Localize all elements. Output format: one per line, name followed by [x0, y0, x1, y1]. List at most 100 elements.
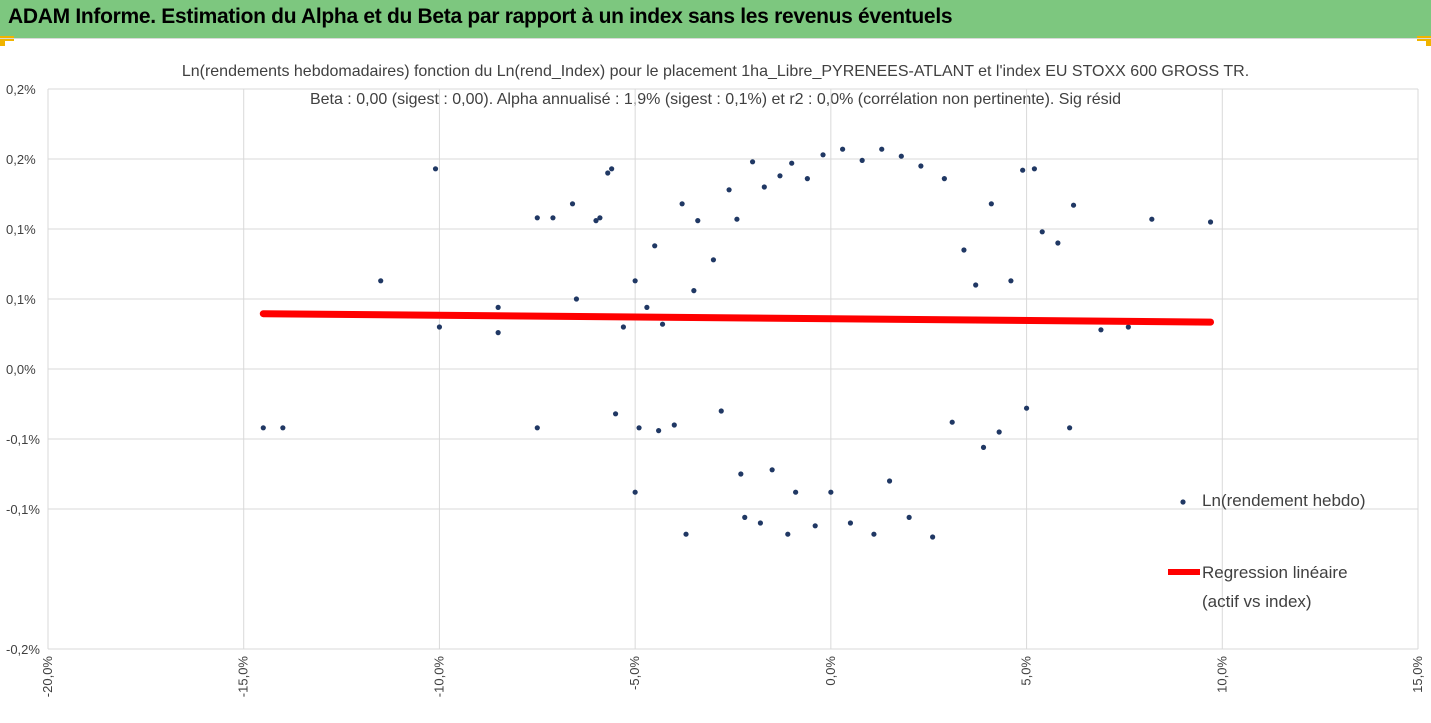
y-tick-label: -0,2%	[6, 642, 40, 657]
scatter-point	[949, 419, 955, 425]
scatter-point	[785, 531, 791, 537]
scatter-point	[726, 187, 732, 193]
x-tick-label: 5,0%	[1019, 656, 1034, 686]
legend-scatter-dot	[1180, 499, 1186, 505]
scatter-point	[495, 330, 501, 336]
scatter-point	[820, 152, 826, 158]
scatter-point	[718, 408, 724, 414]
scatter-point	[432, 166, 439, 172]
chart-title-line2: Beta : 0,00 (sigest : 0,00). Alpha annua…	[309, 91, 1122, 108]
scatter-point	[569, 201, 576, 207]
scatter-point	[871, 531, 877, 537]
scatter-point	[761, 184, 767, 190]
y-tick-label: 0,1%	[6, 292, 36, 307]
y-tick-label: 0,0%	[6, 362, 36, 377]
regression-line	[259, 310, 1215, 326]
scatter-point	[691, 288, 697, 294]
scatter-point	[847, 520, 854, 526]
scatter-point	[656, 428, 662, 434]
scatter-point	[734, 216, 740, 222]
x-tick-label: -15,0%	[236, 656, 251, 698]
scatter-point	[828, 489, 834, 495]
scatter-point	[710, 257, 717, 263]
scatter-point	[879, 146, 885, 152]
chart-title-line1: Ln(rendements hebdomadaires) fonction du…	[181, 63, 1250, 80]
scatter-point	[620, 324, 627, 330]
scatter-point	[973, 282, 979, 288]
scatter-point	[597, 215, 603, 221]
scatter-point	[593, 218, 599, 224]
scatter-point	[659, 321, 666, 327]
scatter-point	[769, 467, 775, 473]
scatter-point	[1125, 324, 1131, 330]
scatter-point	[1098, 327, 1104, 333]
y-tick-label: -0,1%	[6, 502, 40, 517]
scatter-point	[534, 425, 540, 431]
scatter-point	[260, 425, 266, 431]
scatter-point	[988, 201, 994, 207]
scatter-point	[280, 425, 286, 431]
scatter-point	[777, 173, 783, 179]
x-tick-label: 10,0%	[1214, 656, 1229, 693]
scatter-point	[1070, 202, 1077, 208]
scatter-chart: -0,2% -0,1% -0,1% 0,0% 0,1% 0,1% 0,2% 0,2% -20,0…	[6, 82, 1425, 698]
scatter-point	[886, 478, 893, 484]
scatter-point	[918, 163, 924, 169]
scatter-point	[1207, 219, 1214, 225]
scatter-point	[609, 166, 615, 172]
scatter-point	[793, 489, 799, 495]
chart-area: Ln(rendements hebdomadaires) fonction du…	[0, 38, 1431, 722]
legend-marker-regression	[1168, 569, 1200, 575]
scatter-point	[961, 247, 967, 253]
y-tick-label: 0,2%	[6, 82, 36, 97]
legend-label-scatter: Ln(rendement hebdo)	[1202, 491, 1366, 510]
scatter-point	[695, 218, 701, 224]
scatter-point	[1023, 405, 1030, 411]
scatter-point	[1020, 167, 1026, 173]
legend-label-regression-line1: Regression linéaire	[1202, 563, 1348, 582]
scatter-point	[605, 170, 611, 176]
corner-marker-left-vertical	[0, 36, 5, 46]
x-tick-label: -10,0%	[431, 656, 446, 698]
scatter-point	[742, 514, 748, 520]
scatter-point	[804, 176, 810, 182]
report-title: ADAM Informe. Estimation du Alpha et du …	[8, 5, 953, 28]
scatter-point	[840, 146, 846, 152]
legend-marker-scatter	[1180, 499, 1186, 505]
scatter-point	[683, 531, 689, 537]
scatter-point	[436, 324, 443, 330]
scatter-point	[757, 520, 764, 526]
scatter-point	[378, 278, 384, 284]
scatter-point	[812, 523, 818, 529]
scatter-point	[679, 201, 685, 207]
scatter-point	[495, 304, 501, 310]
scatter-point	[644, 304, 650, 310]
y-tick-label: 0,1%	[6, 222, 36, 237]
legend-label-regression-line2: (actif vs index)	[1202, 592, 1312, 611]
scatter-point	[749, 159, 756, 165]
scatter-point	[980, 444, 987, 450]
scatter-point	[612, 411, 619, 417]
scatter-point	[1055, 240, 1061, 246]
scatter-point	[1149, 216, 1155, 222]
scatter-point	[906, 514, 912, 520]
scatter-point	[1039, 229, 1045, 235]
scatter-point	[636, 425, 642, 431]
scatter-point	[652, 243, 658, 249]
scatter-point	[1008, 278, 1014, 284]
scatter-point	[859, 157, 865, 163]
x-tick-label: 0,0%	[823, 656, 838, 686]
scatter-point	[930, 534, 936, 540]
scatter-point	[738, 471, 744, 477]
corner-marker-right-vertical	[1426, 36, 1431, 46]
scatter-point	[632, 489, 638, 495]
x-tick-label: -20,0%	[40, 656, 55, 698]
scatter-point	[573, 296, 580, 302]
scatter-point	[1031, 166, 1037, 172]
scatter-point	[898, 153, 904, 159]
y-tick-label: 0,2%	[6, 152, 36, 167]
scatter-point	[632, 278, 638, 284]
x-tick-label: 15,0%	[1410, 656, 1425, 693]
report-banner: ADAM Informe. Estimation du Alpha et du …	[0, 0, 1431, 38]
scatter-point	[550, 215, 556, 221]
